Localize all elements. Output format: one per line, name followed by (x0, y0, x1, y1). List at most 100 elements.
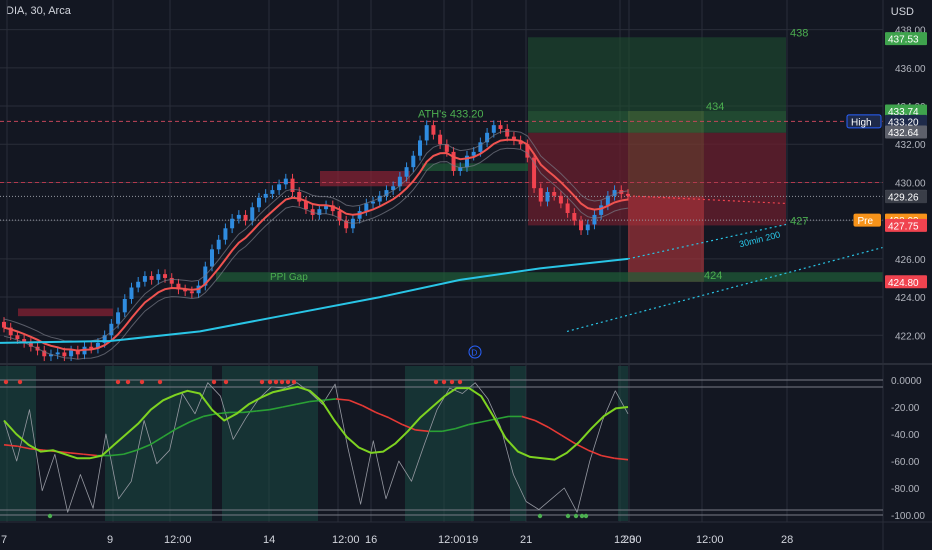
candle-body (458, 167, 463, 171)
oscillator-zone (618, 366, 628, 521)
candle-body (377, 195, 382, 202)
candle-body (163, 274, 168, 278)
oscillator-raw-line (3, 382, 629, 513)
signal-dot-top (157, 379, 163, 385)
oscillator-zone (0, 366, 36, 521)
signal-dot-bottom (47, 513, 53, 519)
dividend-marker (468, 345, 482, 359)
oscillator-signal-segment (110, 453, 124, 457)
price-axis-label: 424.80 (888, 278, 919, 289)
candle-body (545, 192, 550, 202)
candle-body (451, 151, 456, 171)
oscillator-signal-segment (521, 415, 536, 422)
signal-dot-bottom (579, 513, 585, 519)
candle-body (505, 128, 510, 137)
candle-body (55, 352, 60, 355)
candle-body (116, 312, 121, 324)
oscillator-signal-segment (468, 421, 483, 426)
signal-dot-top (259, 379, 265, 385)
level-label: ATH's 433.20 (418, 108, 483, 120)
candle-body (464, 155, 469, 168)
candle-body (122, 298, 127, 313)
signal-dot-bottom (573, 513, 579, 519)
candle-body (142, 276, 147, 282)
oscillator-signal-segment (547, 426, 563, 437)
oscillator-signal-segment (269, 406, 283, 411)
oscillator-signal-segment (295, 400, 310, 406)
candle-body (397, 176, 402, 187)
signal-dot-top (267, 379, 273, 385)
time-tick-label: 9 (107, 534, 113, 546)
oscillator-signal-segment (17, 445, 31, 450)
candle-body (337, 211, 342, 221)
candle-body (75, 350, 80, 355)
time-tick-label: 12:00 (332, 534, 360, 546)
oscillator-signal-segment (587, 449, 602, 457)
candle-body (579, 220, 584, 231)
oscillator-signal-segment (441, 427, 456, 433)
candle-body (129, 287, 134, 299)
price-axis-label: 437.53 (888, 35, 919, 46)
candle-body (297, 192, 302, 202)
price-axis-label: 433.20 (888, 117, 919, 128)
candle-body (156, 274, 161, 280)
candle-body (612, 190, 617, 196)
candle-body (431, 125, 436, 135)
signal-dot-top (285, 379, 291, 385)
candle-body (444, 144, 449, 152)
oscillator-signal-segment (189, 415, 204, 423)
candle-body (538, 188, 543, 202)
symbol-label[interactable]: DIA, 30, Arca (6, 5, 71, 17)
price-tag-box (846, 114, 882, 129)
trendline (627, 195, 787, 205)
candle-body (149, 276, 154, 280)
price-axis-label-box (885, 32, 927, 46)
signal-dot-top (449, 379, 455, 385)
candle-body (250, 207, 255, 221)
candle-body (404, 167, 409, 177)
price-axis-label: 432.64 (888, 128, 919, 139)
candle-body (491, 125, 496, 133)
candle-body (223, 228, 228, 240)
candle-body (62, 352, 67, 357)
price-tag-label: High (851, 117, 872, 128)
candle-body (236, 214, 241, 219)
price-tag-label: Pre (858, 216, 874, 227)
candle-body (15, 335, 20, 340)
candle-body (48, 354, 53, 357)
oscillator-signal-segment (614, 457, 629, 461)
candle-body (42, 350, 47, 357)
oscillator-signal-segment (162, 427, 178, 438)
target-label: 434 (706, 101, 724, 113)
candle-body (203, 266, 208, 286)
candle-body (28, 342, 33, 347)
candle-body (8, 327, 13, 336)
oscillator-signal-segment (375, 411, 390, 419)
oscillator-signal-segment (216, 411, 230, 415)
candle-body (585, 224, 590, 231)
candle-body (565, 203, 570, 214)
signal-dot-top (457, 379, 463, 385)
oscillator-signal-segment (322, 398, 336, 402)
candle-body (599, 205, 604, 215)
signal-dot-top (211, 379, 217, 385)
oscillator-signal-segment (362, 404, 377, 414)
oscillator-signal-segment (3, 444, 18, 447)
currency-label[interactable]: USD (890, 6, 914, 18)
oscillator-signal-segment (481, 418, 496, 423)
time-tick-label: 12:00 (614, 534, 642, 546)
oscillator-tick-label: 0.0000 (891, 376, 922, 387)
candle-body (572, 213, 577, 221)
oscillator-signal-segment (534, 419, 549, 428)
oscillator-signal-segment (70, 452, 84, 456)
oscillator-tick-label: -40.00 (891, 430, 920, 441)
price-zone (216, 272, 883, 282)
candle-body (210, 249, 214, 267)
time-tick-label: 19 (466, 534, 478, 546)
candle-body (330, 205, 335, 212)
signal-dot-bottom (537, 513, 543, 519)
candle-body (364, 203, 369, 212)
time-tick-label: 12:00 (438, 534, 466, 546)
candle-body (592, 214, 597, 225)
